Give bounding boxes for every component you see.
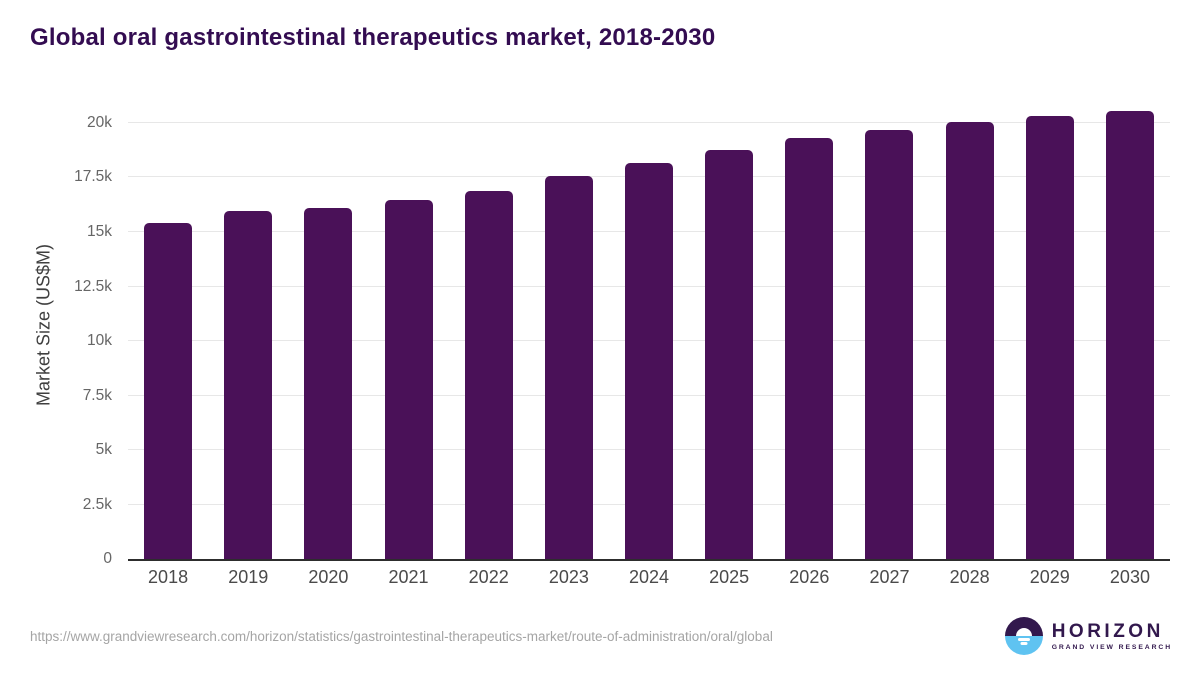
x-axis-labels: 2018 2019 2020 2021 2022 2023 2024 2025 2026 2027… [128, 567, 1170, 588]
bar-slot [930, 99, 1010, 559]
logo-text: HORIZON GRAND VIEW RESEARCH [1052, 622, 1172, 651]
bar-slot [368, 99, 448, 559]
y-tick-label: 0 [103, 550, 112, 567]
y-tick-label: 20k [87, 113, 112, 131]
x-tick-label: 2025 [709, 567, 750, 587]
x-tick-label: 2029 [1029, 567, 1070, 587]
brand-logo: HORIZON GRAND VIEW RESEARCH [1004, 617, 1172, 655]
bar-slot [849, 99, 929, 559]
y-axis-ticks: 0 2.5k 5k 7.5k 10k 12.5k 15k 17.5k 20k [0, 99, 112, 567]
x-tick-label: 2030 [1109, 567, 1150, 587]
x-tick-label: 2024 [628, 567, 670, 587]
bars-row [128, 99, 1170, 559]
chart-title: Global oral gastrointestinal therapeutic… [30, 24, 716, 51]
x-tick-label: 2026 [789, 567, 830, 587]
y-tick-label: 12.5k [74, 277, 112, 295]
bar-2023[interactable] [544, 176, 593, 559]
plot-area [128, 99, 1170, 561]
x-tick-label: 2027 [869, 567, 910, 587]
bar-2024[interactable] [625, 163, 674, 559]
horizon-sunrise-icon [1004, 617, 1043, 655]
bar-2027[interactable] [865, 129, 914, 559]
bar-2029[interactable] [1025, 116, 1074, 559]
bar-2025[interactable] [705, 150, 754, 559]
bar-slot [529, 99, 609, 559]
bar-slot [208, 99, 288, 559]
bar-2022[interactable] [464, 190, 513, 559]
y-tick-label: 10k [87, 332, 112, 349]
bar-2020[interactable] [304, 208, 353, 559]
bar-slot [449, 99, 529, 559]
y-tick-label: 2.5k [82, 495, 112, 513]
bar-2030[interactable] [1105, 111, 1154, 559]
bar-2028[interactable] [945, 121, 994, 559]
bar-slot [769, 99, 849, 559]
logo-subtitle: GRAND VIEW RESEARCH [1051, 643, 1172, 651]
x-tick-label: 2021 [388, 567, 429, 587]
y-tick-label: 7.5k [82, 386, 112, 404]
reflection-dash [1017, 637, 1030, 641]
x-tick-label: 2019 [228, 567, 269, 587]
x-tick-label: 2028 [949, 567, 990, 587]
gridline [128, 121, 1170, 123]
x-tick-label: 2023 [548, 567, 589, 587]
sun-shape [1015, 628, 1032, 636]
bar-slot [128, 99, 208, 559]
bar-slot [689, 99, 769, 559]
bar-slot [1010, 99, 1090, 559]
x-tick-label: 2020 [308, 567, 349, 587]
bar-slot [288, 99, 368, 559]
bar-2026[interactable] [785, 138, 834, 559]
bar-2019[interactable] [224, 211, 273, 559]
x-tick-label: 2022 [468, 567, 509, 587]
reflection-dash [1020, 642, 1028, 645]
y-tick-label: 15k [87, 223, 112, 240]
y-tick-label: 5k [95, 441, 112, 458]
bar-slot [1090, 99, 1170, 559]
y-tick-label: 17.5k [74, 168, 112, 186]
bar-slot [609, 99, 689, 559]
x-tick-label: 2018 [148, 567, 189, 587]
bar-2018[interactable] [144, 223, 193, 559]
logo-name: HORIZON [1051, 620, 1164, 642]
bar-2021[interactable] [384, 200, 433, 559]
source-url: https://www.grandviewresearch.com/horizo… [30, 629, 773, 644]
